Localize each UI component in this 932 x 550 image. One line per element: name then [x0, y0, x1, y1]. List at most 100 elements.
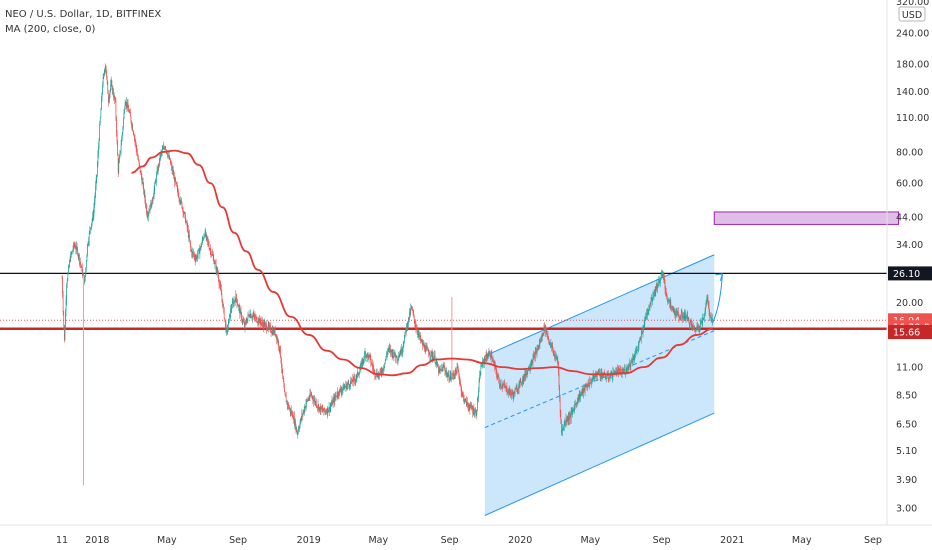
price-axis[interactable]: 320.00 240.00 180.00 140.00 110.00 80.00 60.00…	[886, 0, 932, 525]
candle	[701, 317, 703, 328]
candle	[78, 253, 80, 262]
candle	[628, 364, 630, 371]
candle	[642, 331, 643, 335]
candle	[386, 350, 387, 358]
candle	[519, 379, 520, 389]
candle	[332, 398, 333, 406]
candle	[486, 349, 487, 362]
indicator-legend[interactable]: MA (200, close, 0)	[5, 24, 95, 35]
candle	[168, 151, 170, 160]
candle	[174, 176, 176, 182]
candle	[653, 289, 655, 300]
candle	[114, 96, 116, 103]
candle	[616, 366, 617, 377]
candle	[297, 425, 299, 435]
ma-200-line[interactable]	[131, 149, 713, 377]
candle	[412, 306, 413, 312]
candle	[478, 386, 479, 403]
candle	[295, 424, 297, 434]
candle	[101, 92, 103, 103]
candle	[252, 314, 253, 323]
candle	[408, 317, 410, 321]
candle	[333, 394, 335, 407]
candle	[431, 348, 433, 361]
candle	[179, 199, 181, 205]
time-tick-label: May	[157, 535, 177, 546]
candle	[177, 185, 179, 197]
candle	[105, 65, 107, 73]
time-tick-label: May	[368, 535, 388, 546]
candle	[688, 317, 690, 324]
candle	[393, 355, 395, 362]
candle	[123, 117, 124, 131]
candle	[657, 284, 659, 289]
candle	[427, 345, 428, 350]
symbol-title[interactable]: NEO / U.S. Dollar, 1D, BITFINEX	[5, 9, 161, 20]
candle	[489, 350, 491, 358]
candle	[114, 95, 116, 105]
candle	[653, 292, 654, 298]
candle	[163, 141, 164, 150]
candle	[439, 365, 441, 374]
candle	[404, 331, 406, 339]
candle	[163, 144, 165, 150]
projection-arrow[interactable]	[712, 273, 724, 324]
candle	[571, 407, 573, 415]
channel-lower-line[interactable]	[484, 412, 715, 516]
candle	[226, 324, 228, 336]
candle	[311, 391, 313, 399]
candle	[318, 407, 320, 413]
candle	[375, 375, 377, 381]
candle	[507, 388, 508, 396]
candle	[631, 358, 633, 364]
candle	[438, 367, 440, 375]
candle	[88, 236, 89, 247]
candle	[411, 306, 413, 311]
price-tick-label: 34.00	[896, 240, 923, 251]
candle	[190, 245, 192, 252]
candle	[101, 95, 102, 111]
candle	[157, 163, 159, 175]
candle	[253, 313, 255, 322]
candle	[665, 285, 666, 297]
channel-upper-line[interactable]	[484, 254, 715, 357]
candle	[131, 122, 133, 132]
candle	[377, 370, 379, 380]
candle	[514, 386, 516, 397]
candle	[314, 397, 316, 407]
candle	[483, 356, 485, 368]
price-tick-label: 3.00	[896, 504, 917, 515]
candle	[343, 382, 344, 391]
candle	[210, 247, 212, 258]
candle	[649, 305, 650, 311]
candle	[278, 339, 280, 352]
candle	[302, 410, 304, 418]
candle	[315, 400, 317, 407]
candle	[141, 172, 143, 186]
candle	[80, 264, 82, 272]
candle	[386, 353, 388, 361]
candle	[303, 409, 304, 415]
candle	[398, 353, 400, 357]
candle	[424, 343, 425, 353]
candle	[385, 356, 387, 361]
candle	[692, 324, 694, 332]
candle	[332, 397, 334, 408]
candle	[99, 121, 101, 141]
candle	[556, 356, 558, 364]
currency-button[interactable]: USD	[898, 6, 926, 22]
target-zone-rectangle[interactable]	[713, 211, 899, 225]
candle	[391, 349, 392, 358]
candle	[117, 153, 119, 178]
candle	[312, 395, 314, 405]
time-axis[interactable]: 11 2018 May Sep 2019 May Sep 2020 May Sep 2021 May S…	[0, 524, 932, 546]
candle	[173, 169, 175, 176]
candle	[358, 372, 360, 379]
candle	[521, 381, 522, 386]
candle	[364, 347, 366, 354]
price-channel[interactable]	[484, 254, 715, 516]
candle	[467, 397, 468, 409]
candle	[193, 253, 195, 260]
candle	[68, 264, 70, 269]
